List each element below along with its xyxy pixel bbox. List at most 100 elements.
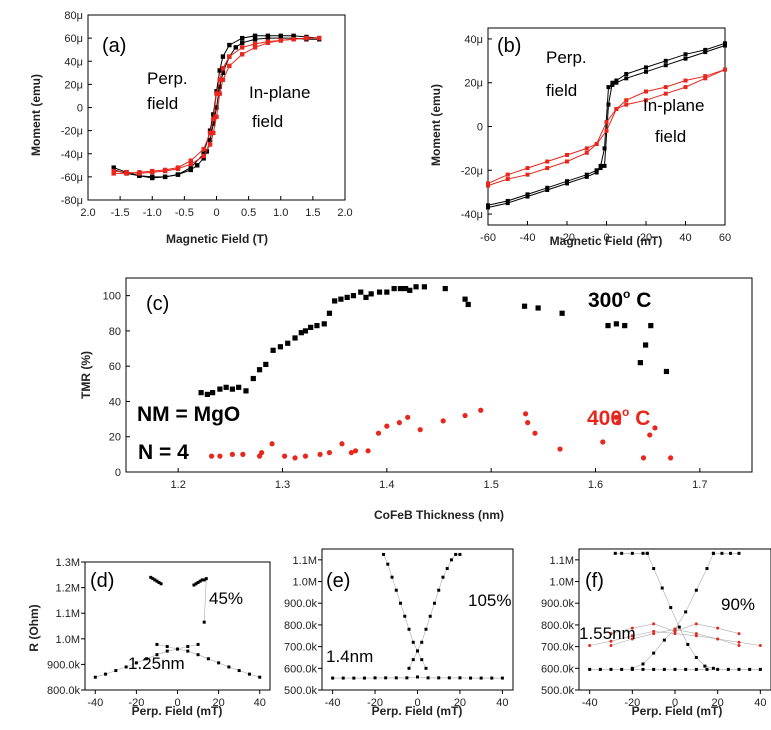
x-tick-label: -40	[520, 232, 536, 244]
x-tick-label: 2.0	[80, 207, 95, 219]
y-tick-label: 40μ	[64, 56, 83, 68]
data-point	[644, 89, 648, 94]
data-point	[217, 84, 222, 89]
data-point	[694, 632, 698, 636]
series-f-7	[609, 627, 741, 648]
data-point	[302, 328, 309, 334]
series-a-3	[111, 35, 322, 176]
data-point	[598, 166, 603, 171]
data-point	[694, 655, 698, 659]
data-point	[211, 116, 216, 122]
series-b-1	[486, 43, 727, 210]
data-point	[321, 321, 327, 327]
panel-label: (b)	[497, 35, 521, 57]
y-tick-label: 20	[109, 432, 121, 444]
data-point	[588, 667, 592, 671]
data-point	[525, 194, 530, 199]
data-point	[426, 676, 430, 680]
annotation: In-plane	[643, 96, 704, 115]
data-point	[614, 80, 619, 85]
data-point	[111, 171, 116, 176]
data-point	[348, 450, 354, 456]
data-point	[652, 651, 656, 655]
data-point	[737, 644, 741, 648]
data-point	[302, 453, 309, 459]
y-tick-label: 1.2M	[56, 583, 80, 595]
data-point	[188, 165, 193, 170]
data-point	[630, 626, 634, 630]
annotation-text: 400	[587, 407, 622, 430]
data-point	[668, 455, 674, 461]
data-point	[227, 42, 232, 48]
data-point	[259, 450, 265, 456]
data-point	[201, 146, 206, 152]
annotation-text: 300	[588, 289, 623, 312]
data-point	[277, 344, 284, 350]
y-tick-label: -60μ	[61, 172, 83, 184]
x-tick-label: 40	[496, 697, 508, 709]
annotation: NM = MgO	[137, 403, 240, 426]
data-point	[394, 588, 398, 592]
data-point	[620, 551, 624, 555]
data-point	[240, 35, 245, 41]
data-point	[614, 106, 619, 111]
data-point	[250, 375, 256, 382]
data-point	[145, 657, 149, 661]
data-point	[610, 80, 615, 85]
data-point	[723, 41, 727, 46]
data-point	[227, 54, 232, 59]
annotation-text: 1.55nm	[579, 624, 636, 643]
annotation-text: field	[655, 127, 686, 146]
x-tick-label: 0	[603, 232, 609, 244]
data-point	[202, 620, 206, 624]
data-point	[211, 112, 216, 117]
x-axis-label: Perp. Field (mT)	[632, 704, 723, 718]
data-point	[413, 284, 419, 290]
data-point	[384, 676, 388, 680]
data-point	[584, 172, 589, 177]
data-point	[458, 676, 462, 680]
y-tick-label: 1.0M	[550, 577, 574, 589]
data-point	[391, 285, 397, 292]
data-point	[111, 168, 116, 174]
series-d-0	[93, 642, 200, 679]
data-point	[124, 171, 129, 176]
series-d-1	[155, 642, 262, 679]
data-point	[660, 586, 664, 590]
data-point	[153, 578, 157, 582]
data-point	[243, 388, 249, 394]
panel-label: (c)	[146, 293, 169, 315]
data-point	[229, 451, 236, 457]
annotation: field	[546, 81, 577, 100]
data-point	[186, 649, 190, 653]
data-point	[663, 91, 668, 96]
data-point	[565, 152, 569, 157]
data-point	[217, 386, 223, 392]
data-point	[703, 50, 708, 55]
data-point	[240, 52, 245, 57]
data-point	[684, 667, 688, 671]
y-axis-label: R (Ohm)	[27, 604, 41, 651]
data-point	[652, 667, 656, 671]
data-point	[594, 170, 599, 175]
data-point	[111, 165, 116, 170]
data-point	[217, 661, 221, 665]
data-point	[265, 35, 271, 41]
data-point	[394, 676, 398, 680]
annotation: In-plane	[249, 83, 310, 102]
data-point	[265, 39, 271, 44]
x-axis-label: Magnetic Field (T)	[166, 232, 268, 246]
y-tick-label: -40μ	[61, 149, 83, 161]
data-point	[565, 181, 569, 186]
data-point	[683, 78, 688, 83]
x-tick-label: -20	[624, 697, 640, 709]
data-point	[341, 676, 345, 680]
data-point	[104, 672, 108, 676]
data-point	[217, 453, 223, 459]
y-tick-label: 1.3M	[56, 557, 80, 569]
data-point	[403, 285, 409, 292]
data-point	[545, 166, 550, 171]
y-tick-label: 900.0k	[284, 598, 318, 610]
x-tick-label: 20	[640, 232, 652, 244]
y-tick-label: 60μ	[64, 33, 83, 45]
